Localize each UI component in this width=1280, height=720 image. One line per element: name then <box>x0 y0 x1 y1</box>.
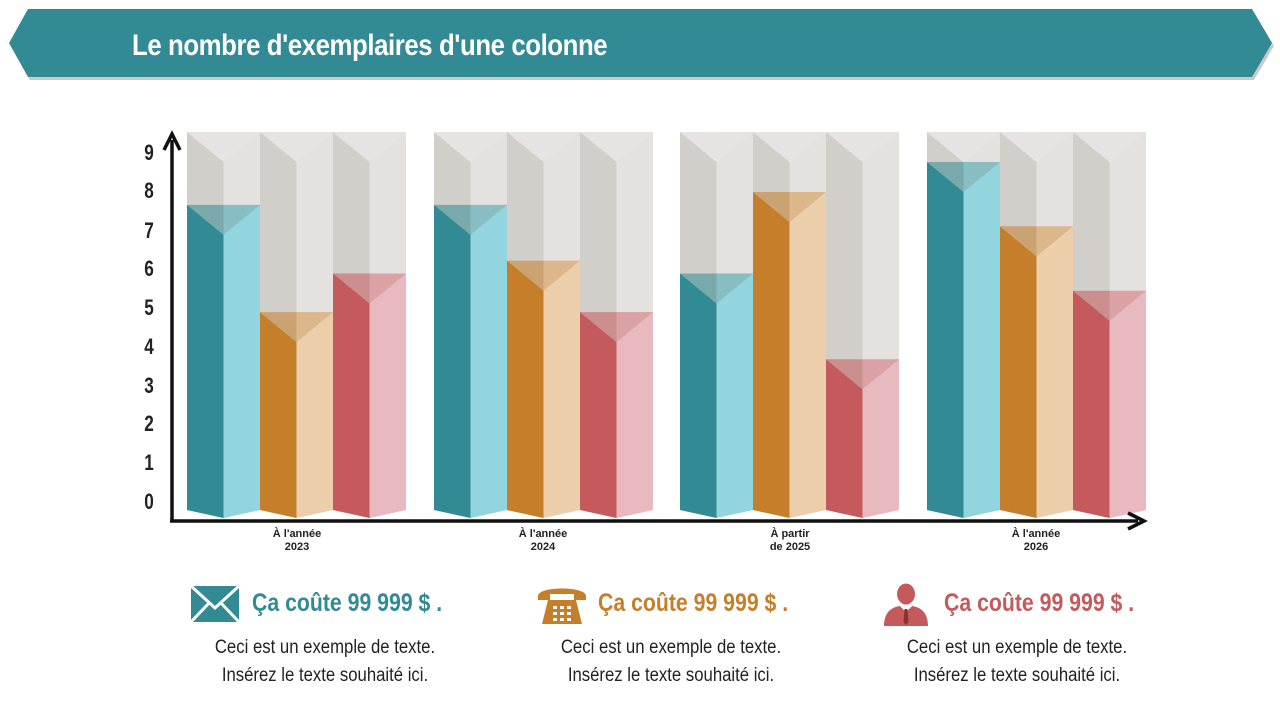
x-tick-label: À l'année <box>273 527 321 540</box>
info-text-line: Insérez le texte souhaité ici. <box>567 665 775 686</box>
y-tick-label: 2 <box>144 412 154 437</box>
info-text-line: Ceci est un exemple de texte. <box>214 637 436 658</box>
y-tick-label: 6 <box>144 257 154 282</box>
bar <box>826 359 899 518</box>
x-tick-label: 2023 <box>285 541 309 553</box>
info-price: Ça coûte 99 999 $ . <box>944 589 1135 617</box>
page-title: Le nombre d'exemplaires d'une colonne <box>132 29 608 62</box>
bar <box>260 312 333 518</box>
info-text-line: Ceci est un exemple de texte. <box>560 637 782 658</box>
x-tick-label: À l'année <box>1012 527 1060 540</box>
y-tick-label: 4 <box>144 335 154 360</box>
businessman-icon <box>884 583 928 626</box>
telephone-icon <box>538 588 586 624</box>
x-tick-label: 2024 <box>531 541 556 553</box>
bar <box>580 312 653 518</box>
y-tick-label: 3 <box>144 374 154 399</box>
info-price: Ça coûte 99 999 $ . <box>252 589 443 617</box>
info-price: Ça coûte 99 999 $ . <box>598 589 789 617</box>
bar <box>507 260 580 518</box>
bar <box>333 273 406 518</box>
y-tick-label: 8 <box>144 179 154 204</box>
x-tick-label: 2026 <box>1024 541 1048 553</box>
y-tick-label: 0 <box>144 490 154 515</box>
info-text-line: Insérez le texte souhaité ici. <box>913 665 1121 686</box>
y-tick-label: 1 <box>144 451 154 476</box>
bar <box>927 162 1000 518</box>
info-text-line: Ceci est un exemple de texte. <box>906 637 1128 658</box>
info-block-3: Ça coûte 99 999 $ . Ceci est un exemple … <box>882 580 1222 700</box>
x-tick-label: de 2025 <box>770 541 810 553</box>
bar <box>1000 226 1073 518</box>
bar <box>1073 290 1146 518</box>
bar <box>753 192 826 519</box>
info-block-2: Ça coûte 99 999 $ . Ceci est un exemple … <box>536 580 876 700</box>
info-text-line: Insérez le texte souhaité ici. <box>221 665 429 686</box>
title-banner <box>9 9 1274 80</box>
y-axis-arrow <box>162 130 182 151</box>
bar <box>434 204 507 518</box>
x-tick-label: À l'année <box>519 527 567 540</box>
bar <box>680 273 753 518</box>
y-tick-label: 7 <box>144 219 154 244</box>
y-tick-label: 9 <box>144 141 154 166</box>
y-tick-label: 5 <box>144 296 154 321</box>
bar <box>187 204 260 518</box>
x-axis-arrow <box>1127 511 1148 531</box>
info-block-1: Ça coûte 99 999 $ . Ceci est un exemple … <box>190 580 530 700</box>
x-tick-label: À partir <box>770 527 810 540</box>
envelope-icon <box>190 584 241 624</box>
